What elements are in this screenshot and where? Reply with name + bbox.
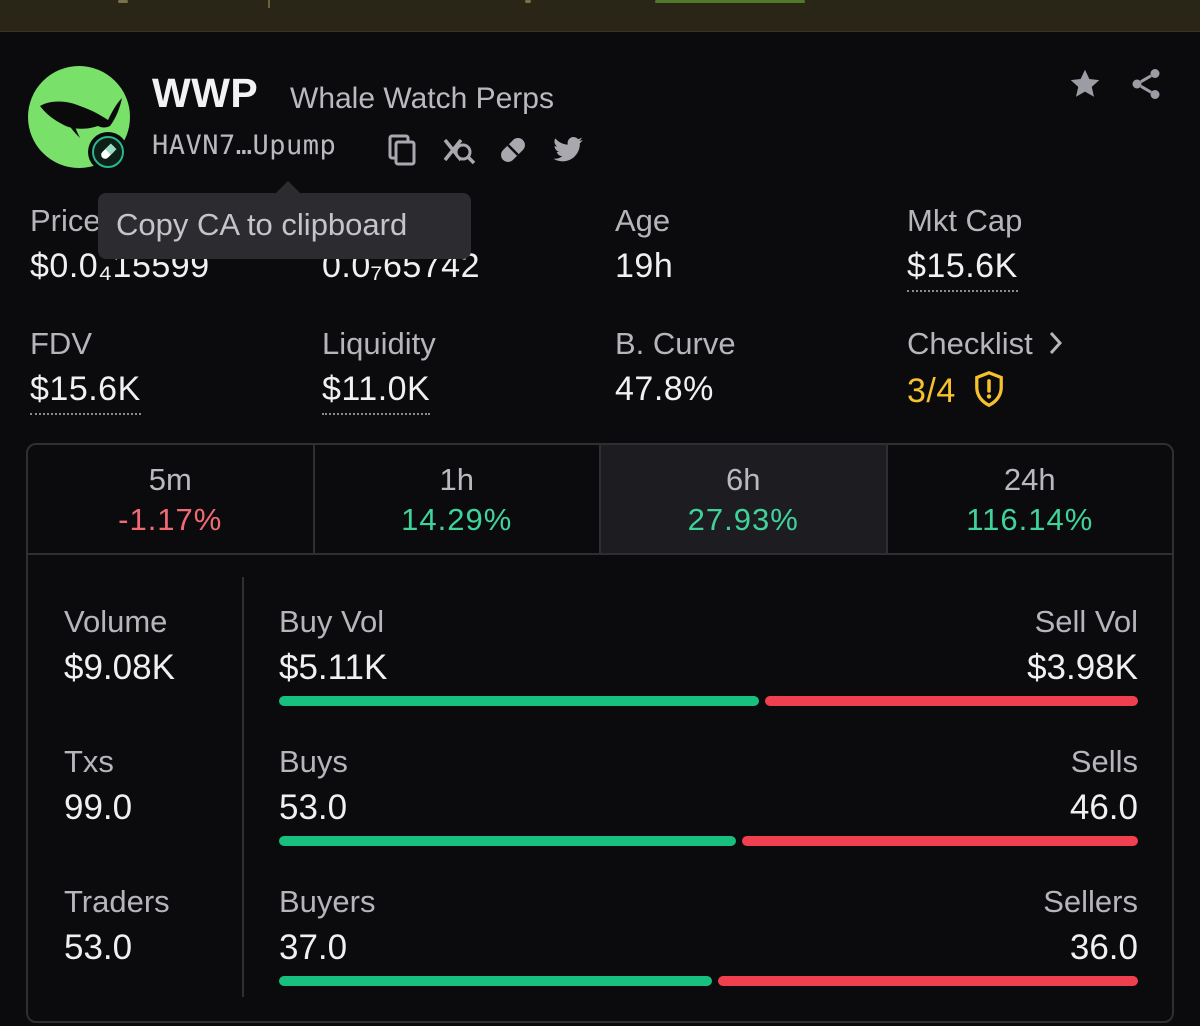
age-value: 19h bbox=[615, 247, 674, 285]
search-x-icon[interactable] bbox=[441, 134, 477, 166]
sells-bar bbox=[741, 836, 1138, 846]
buyers-bar bbox=[279, 976, 712, 986]
shield-alert-icon bbox=[974, 370, 1003, 408]
tab-5m[interactable]: 5m -1.17% bbox=[28, 445, 315, 553]
fdv-label: FDV bbox=[30, 326, 92, 361]
traders-value: 53.0 bbox=[64, 928, 133, 967]
sells-label: Sells bbox=[1070, 744, 1138, 779]
sellers-bar bbox=[717, 976, 1138, 986]
liquidity-label: Liquidity bbox=[322, 326, 436, 361]
tab-change: -1.17% bbox=[118, 502, 223, 537]
mkt-cap-label: Mkt Cap bbox=[907, 203, 1023, 238]
copy-tooltip: Copy CA to clipboard bbox=[98, 193, 471, 259]
buyers-value: 37.0 bbox=[279, 928, 348, 967]
tab-change: 27.93% bbox=[687, 502, 799, 537]
buys-value: 53.0 bbox=[279, 788, 348, 827]
timeframe-tabs: 5m -1.17% 1h 14.29% 6h 27.93% 24h 116.14… bbox=[28, 445, 1172, 555]
whale-icon bbox=[40, 98, 122, 138]
top-strip-separator bbox=[268, 0, 270, 8]
bonding-curve-label: B. Curve bbox=[615, 326, 736, 361]
traders-label: Traders bbox=[64, 884, 170, 919]
checklist-label: Checklist bbox=[907, 326, 1033, 361]
buys-label: Buys bbox=[279, 744, 348, 779]
tab-label: 1h bbox=[439, 462, 474, 497]
tab-label: 24h bbox=[1003, 462, 1056, 497]
top-strip-fragment bbox=[525, 0, 531, 3]
volume-label: Volume bbox=[64, 604, 168, 639]
sell-vol-value: $3.98K bbox=[1027, 648, 1138, 687]
price-label: Price bbox=[30, 203, 101, 238]
tab-1h[interactable]: 1h 14.29% bbox=[315, 445, 601, 553]
token-ticker: WWP bbox=[152, 70, 259, 116]
pill-link-icon[interactable] bbox=[496, 134, 530, 166]
checklist-value[interactable]: 3/4 bbox=[907, 370, 1006, 411]
top-strip-fragment bbox=[118, 0, 128, 3]
contract-address[interactable]: HAVN7…Upump bbox=[152, 130, 337, 161]
tab-label: 5m bbox=[148, 462, 192, 497]
tab-change: 116.14% bbox=[966, 502, 1094, 537]
sells-value: 46.0 bbox=[1069, 788, 1138, 827]
checklist-score: 3/4 bbox=[907, 372, 956, 410]
volume-value: $9.08K bbox=[64, 648, 175, 687]
sell-vol-label: Sell Vol bbox=[1034, 604, 1138, 639]
buy-vol-value: $5.11K bbox=[279, 648, 388, 687]
copy-icon[interactable] bbox=[387, 134, 417, 166]
tab-6h[interactable]: 6h 27.93% bbox=[601, 445, 888, 553]
fdv-value[interactable]: $15.6K bbox=[30, 370, 141, 415]
buys-bar bbox=[279, 836, 736, 846]
column-divider bbox=[242, 577, 244, 997]
tab-change: 14.29% bbox=[401, 502, 513, 537]
checklist-link[interactable]: Checklist bbox=[907, 326, 1065, 362]
buyers-label: Buyers bbox=[279, 884, 376, 919]
tab-label: 6h bbox=[726, 462, 761, 497]
buy-vol-label: Buy Vol bbox=[279, 604, 385, 639]
sell-vol-bar bbox=[764, 696, 1138, 706]
sellers-label: Sellers bbox=[1043, 884, 1138, 919]
sellers-value: 36.0 bbox=[1069, 928, 1138, 967]
liquidity-value[interactable]: $11.0K bbox=[322, 370, 431, 415]
trading-activity-panel: 5m -1.17% 1h 14.29% 6h 27.93% 24h 116.14… bbox=[26, 443, 1174, 1023]
mkt-cap-value[interactable]: $15.6K bbox=[907, 247, 1018, 292]
chevron-right-icon bbox=[1050, 331, 1063, 355]
tab-24h[interactable]: 24h 116.14% bbox=[888, 445, 1173, 553]
bonding-curve-value: 47.8% bbox=[615, 370, 714, 408]
tooltip-arrow bbox=[276, 181, 300, 193]
top-strip-fragment bbox=[655, 0, 805, 3]
pill-icon bbox=[101, 143, 117, 159]
twitter-icon[interactable] bbox=[550, 134, 586, 166]
star-icon[interactable] bbox=[1066, 66, 1104, 102]
age-label: Age bbox=[615, 203, 671, 238]
token-avatar[interactable] bbox=[28, 66, 130, 168]
token-name: Whale Watch Perps bbox=[290, 82, 554, 115]
share-icon[interactable] bbox=[1128, 66, 1164, 102]
txs-value: 99.0 bbox=[64, 788, 133, 827]
txs-label: Txs bbox=[64, 744, 114, 779]
buy-vol-bar bbox=[279, 696, 759, 706]
top-strip bbox=[0, 0, 1200, 32]
platform-badge bbox=[88, 132, 128, 172]
